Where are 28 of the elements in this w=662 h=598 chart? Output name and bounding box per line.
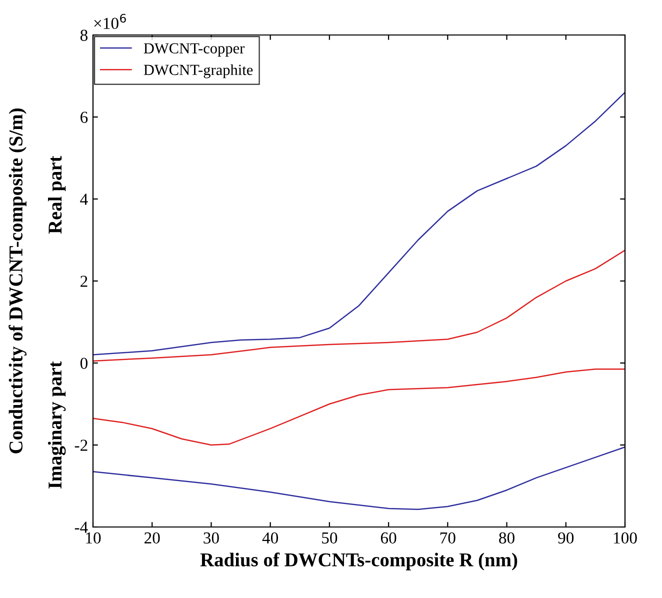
line-series [93,250,625,362]
line-series [93,92,625,356]
x-tick-label: 60 [380,532,396,544]
x-tick-label: 10 [86,532,101,544]
text: ×10$^{6}$ [94,14,126,30]
x-tick-label: 90 [558,532,574,544]
y-tick-label: 2 [80,276,88,287]
x-tick-label: 30 [204,532,219,544]
line-series [93,446,625,510]
x-axis-title: Radius of DWCNTs-composite R (nm) [200,552,518,570]
x-tick-label: 20 [144,532,160,544]
y-tick-label: 6 [80,112,88,123]
y-tick-label: 8 [80,30,88,41]
x-tick-label: 80 [499,532,514,544]
x-tick-label: 40 [262,532,278,544]
x-tick-label: 100 [614,532,637,544]
text: Real part [48,156,66,234]
legend-label: DWCNT-copper [144,43,245,57]
y-tick-label: -2 [74,440,88,451]
y-tick-label: -4 [74,522,88,533]
x-tick-label: 50 [322,532,338,544]
text: Imaginary part [48,361,66,488]
line-series [93,368,625,446]
y-axis-title: Conductivity of DWCNT-composite (S/m) [8,108,26,454]
legend-label: DWCNT-graphite [144,64,253,78]
y-tick-label: 0 [80,358,88,369]
y-tick-label: 4 [80,194,88,205]
x-tick-label: 70 [440,532,456,544]
